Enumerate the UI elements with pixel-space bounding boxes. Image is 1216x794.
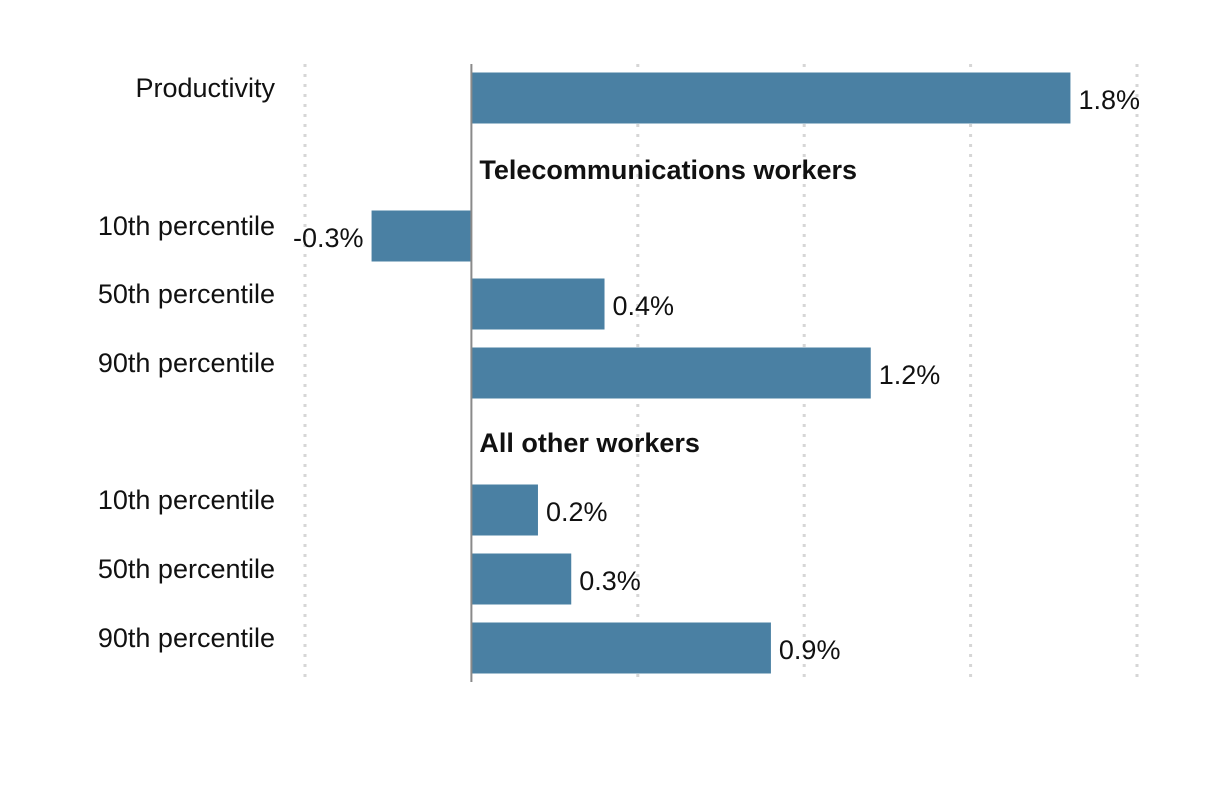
data-label: 0.9% xyxy=(779,635,841,665)
bar xyxy=(471,347,871,399)
data-label: -0.3% xyxy=(293,223,364,253)
bars xyxy=(371,72,1071,674)
bar xyxy=(471,622,771,674)
data-label: 1.2% xyxy=(879,360,941,390)
bar xyxy=(471,553,572,605)
data-label: 0.4% xyxy=(613,291,675,321)
data-label: 1.8% xyxy=(1078,85,1140,115)
category-label: 50th percentile xyxy=(98,279,275,309)
category-label: 90th percentile xyxy=(98,348,275,378)
category-label: 10th percentile xyxy=(98,485,275,515)
bar xyxy=(471,72,1071,124)
gridlines xyxy=(303,64,1139,680)
group-title: All other workers xyxy=(479,428,700,458)
data-label: 0.3% xyxy=(579,566,641,596)
bar xyxy=(371,210,472,262)
group-title: Telecommunications workers xyxy=(479,155,857,185)
category-label: Productivity xyxy=(135,73,275,103)
data-label: 0.2% xyxy=(546,497,608,527)
bar xyxy=(471,484,538,536)
category-label: 10th percentile xyxy=(98,211,275,241)
category-label: 50th percentile xyxy=(98,554,275,584)
category-label: 90th percentile xyxy=(98,623,275,653)
labels: Productivity 1.8% Telecommunications worke… xyxy=(98,73,1140,665)
bar xyxy=(471,278,605,330)
